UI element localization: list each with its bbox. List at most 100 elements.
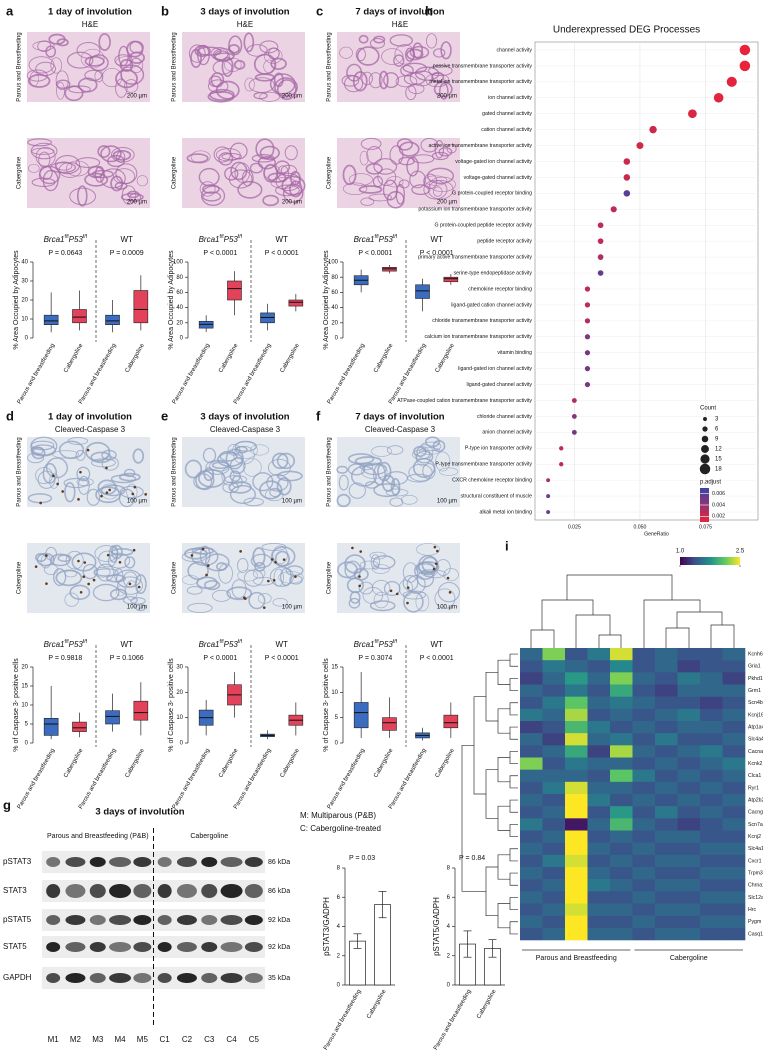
tissue-structure [118,488,135,508]
dot [584,366,591,372]
dot [571,429,577,435]
y-tick-label: peptide receptor activity [477,239,532,245]
x-tick-label: Parous and breastfeeding [327,748,367,811]
heatmap-cell [655,794,678,807]
row-dendrogram [509,921,518,935]
row-label: Chrna1 [748,883,763,889]
y-tick-label: 20 [176,320,183,326]
row-dendrogram [485,671,498,722]
y-tick-label: chemokine receptor binding [468,286,532,292]
heatmap-cell [520,830,543,843]
stain-label: Cleaved-Caspase 3 [365,425,436,434]
y-tick-label: voltage-gated channel activity [464,175,533,181]
x-tick-label: Cabergoline [476,988,498,1020]
tissue-structure [431,151,449,161]
tissue-structure [32,41,55,51]
heatmap-cell [520,648,543,661]
tissue-structure [398,141,420,157]
blot-band [46,915,61,925]
row-label: Atp2b2 [748,797,763,803]
heatmap-cell [655,769,678,783]
blot-band [65,942,86,952]
tissue-structure [204,580,221,591]
y-tick-label: chloride channel activity [477,414,532,420]
genotype-gene: P53 [224,235,239,244]
blot-band [244,857,263,867]
x-tick-label: Parous and breastfeeding [78,343,118,406]
blot-size-label: 35 kDa [268,975,290,982]
tissue-structure [276,477,292,496]
heatmap-cell [610,927,633,941]
tissue-structure [255,138,275,160]
tissue-structure [429,176,456,193]
heatmap-cell [587,903,611,916]
genotype: Brca1f/fP53f/f [199,639,243,649]
y-tick-label: ATPase-coupled cation transmembrane tran… [397,398,532,404]
tissue-structure [97,479,117,496]
p-value: P = 0.84 [459,855,485,862]
tissue-structure [65,160,90,177]
tissue-structure [428,65,453,77]
heatmap-cell [610,696,633,710]
panel-letter: c [316,3,323,18]
heatmap-cell [655,903,678,916]
stained-nucleus [267,579,270,583]
panel-title: 1 day of involution [48,412,132,423]
tissue-structure [337,561,358,579]
blot-band [109,942,132,952]
x-tick-label: Parous and breastfeeding [388,748,428,811]
y-tick-label: ligand-gated cation channel activity [451,302,532,308]
y-tick-label: 0 [25,741,29,747]
row-dendrogram [509,653,518,667]
heatmap-cell [677,721,701,734]
heatmap-cell [655,915,678,929]
heatmap-cell [632,769,656,783]
row-label: Casq1 [748,931,763,937]
heatmap-cell [677,818,701,831]
y-tick-label: 15 [21,684,28,690]
heatmap-cell [632,745,656,758]
box [105,314,120,326]
box [72,309,87,324]
heatmap-cell [722,806,746,819]
heatmap-cell [677,733,701,746]
stained-nucleus [294,575,297,578]
tissue-structure [275,184,300,197]
tissue-structure [218,563,233,584]
heatmap-cell [542,806,566,819]
tissue-structure [209,88,235,101]
heatmap-cell [520,769,543,783]
tissue-structure [412,457,436,478]
legend-dot [702,426,708,432]
heatmap-cell [655,891,678,904]
stained-nucleus [52,474,55,478]
stained-nucleus [132,548,136,552]
stained-nucleus [395,592,399,596]
y-tick-label: potassium ion transmembrane transporter … [418,207,532,213]
heatmap-cell [520,794,543,807]
y-tick-label: alkali metal ion binding [480,509,533,515]
box [105,710,120,725]
heatmap-cell [677,696,701,710]
stained-nucleus [406,586,410,589]
row-dendrogram [509,678,518,691]
tissue-structure [112,149,132,161]
stained-nucleus [105,491,109,494]
row-label: Pkhd1 [748,676,763,682]
tissue-structure [270,57,287,70]
tissue-structure [84,69,103,82]
heatmap-cell [700,867,723,880]
heatmap-cell [632,818,656,831]
dot [713,92,724,103]
tissue-structure [90,451,112,464]
p-value: P = 0.0643 [48,250,82,257]
stained-nucleus [358,575,361,578]
stained-nucleus [77,559,80,563]
legend-label: 6 [715,427,719,433]
tissue-structure [111,147,135,163]
heatmap-cell [655,684,678,697]
y-tick-label: chloride transmembrane transporter activ… [432,318,532,324]
heatmap-cell [655,733,678,746]
y-tick-label: 20 [331,320,338,326]
row-label: Slc4a4 [748,737,763,743]
